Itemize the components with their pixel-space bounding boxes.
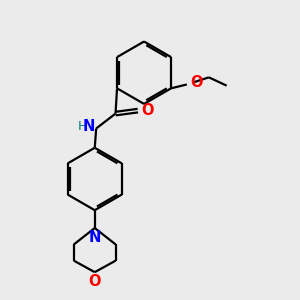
Text: N: N [88,230,101,244]
Text: O: O [88,274,101,289]
Text: N: N [82,119,95,134]
Text: H: H [78,121,88,134]
Text: O: O [190,75,202,90]
Text: O: O [142,103,154,118]
